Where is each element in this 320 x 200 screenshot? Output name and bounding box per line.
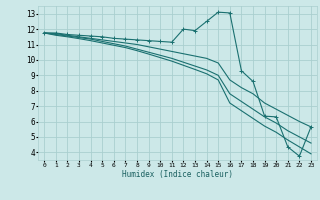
X-axis label: Humidex (Indice chaleur): Humidex (Indice chaleur) <box>122 170 233 179</box>
